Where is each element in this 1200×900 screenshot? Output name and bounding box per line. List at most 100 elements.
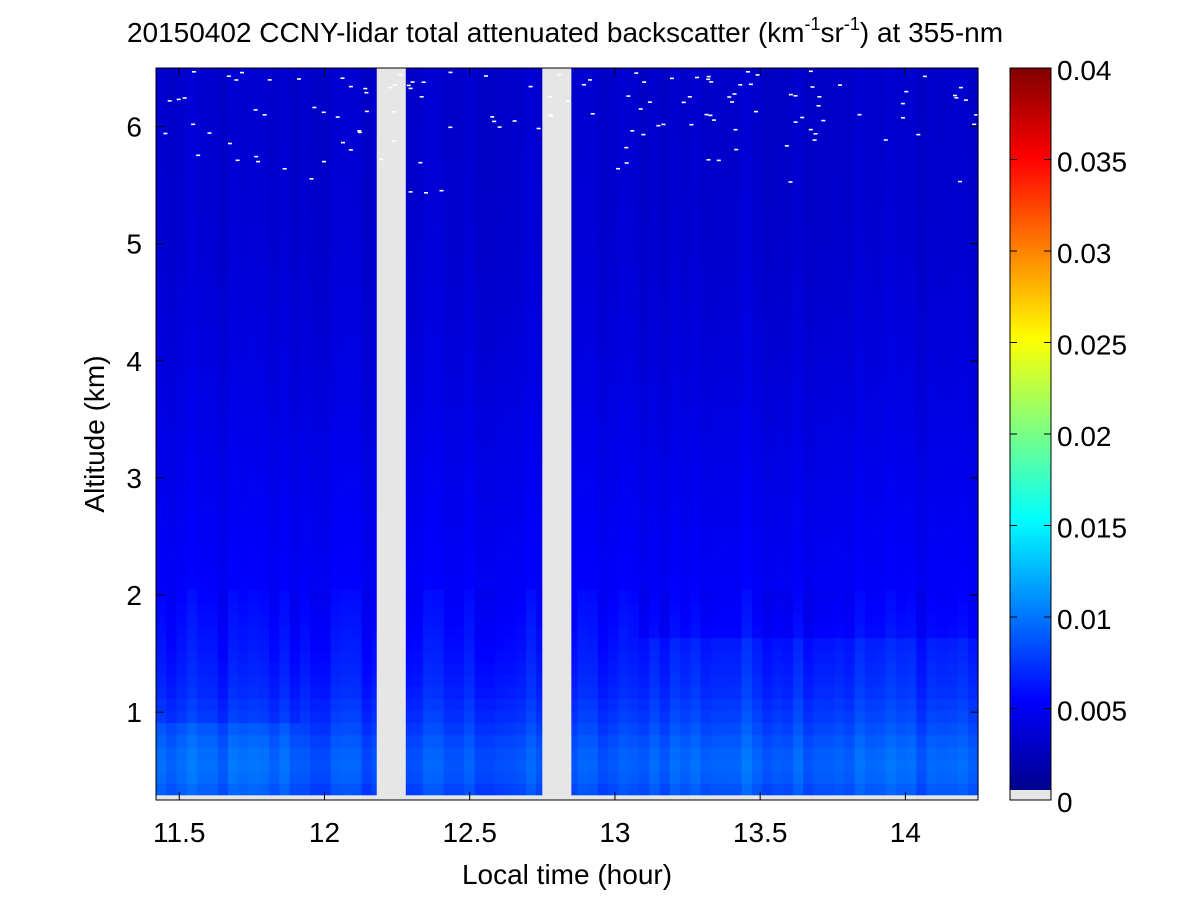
heatmap-cell xyxy=(351,104,363,118)
heatmap-cell xyxy=(515,710,527,724)
heatmap-cell xyxy=(453,92,465,105)
heatmap-cell xyxy=(587,140,599,154)
heatmap-cell xyxy=(628,310,640,324)
heatmap-cell xyxy=(885,783,897,796)
heatmap-cell xyxy=(772,492,784,505)
heatmap-cell xyxy=(741,177,753,190)
heatmap-cell xyxy=(443,771,455,784)
heatmap-cell xyxy=(926,213,938,227)
heatmap-cell xyxy=(628,201,640,215)
heatmap-cell xyxy=(628,734,640,748)
heatmap-cell xyxy=(762,286,774,299)
heatmap-cell xyxy=(464,395,476,409)
heatmap-cell xyxy=(207,771,219,784)
heatmap-cell xyxy=(823,710,835,724)
heatmap-cell xyxy=(156,746,167,760)
heatmap-cell xyxy=(577,455,589,469)
heatmap-cell xyxy=(916,443,928,457)
heatmap-cell xyxy=(443,674,455,687)
heatmap-cell xyxy=(269,431,280,445)
heatmap-cell xyxy=(176,140,188,154)
heatmap-cell xyxy=(967,758,979,772)
heatmap-cell xyxy=(197,225,208,239)
heatmap-cell xyxy=(536,177,548,190)
heatmap-cell xyxy=(854,710,866,724)
heatmap-cell xyxy=(453,261,465,275)
heatmap-cell xyxy=(906,540,917,554)
heatmap-cell xyxy=(176,577,188,590)
heatmap-cell xyxy=(700,334,712,348)
heatmap-cell xyxy=(803,274,815,287)
heatmap-cell xyxy=(361,589,373,602)
heatmap-cell xyxy=(351,540,363,554)
heatmap-cell xyxy=(227,734,239,748)
heatmap-cell xyxy=(967,443,979,457)
heatmap-cell xyxy=(803,407,815,421)
heatmap-cell xyxy=(361,661,373,675)
heatmap-cell xyxy=(854,249,866,263)
noise-speckle xyxy=(240,71,244,74)
heatmap-cell xyxy=(751,552,763,566)
heatmap-cell xyxy=(957,104,969,118)
heatmap-cell xyxy=(782,68,794,81)
heatmap-cell xyxy=(474,431,486,445)
heatmap-cell xyxy=(813,516,825,530)
noise-speckle xyxy=(364,110,369,113)
heatmap-cell xyxy=(423,771,435,784)
heatmap-cell xyxy=(505,565,517,578)
heatmap-cell xyxy=(638,625,650,639)
noise-speckle xyxy=(732,93,737,95)
heatmap-cell xyxy=(834,601,846,615)
heatmap-cell xyxy=(299,601,311,615)
heatmap-cell xyxy=(433,140,445,154)
heatmap-cell xyxy=(957,734,969,748)
heatmap-cell xyxy=(525,104,537,118)
heatmap-cell xyxy=(464,613,476,627)
heatmap-cell xyxy=(207,552,219,566)
heatmap-cell xyxy=(741,201,753,215)
heatmap-cell xyxy=(659,589,671,602)
heatmap-cell xyxy=(443,128,455,142)
heatmap-cell xyxy=(495,164,506,178)
heatmap-cell xyxy=(423,322,435,336)
heatmap-cell xyxy=(638,480,650,493)
heatmap-cell xyxy=(402,661,414,675)
heatmap-cell xyxy=(310,237,322,251)
heatmap-cell xyxy=(957,492,969,505)
y-tick-label: 1 xyxy=(126,697,142,728)
heatmap-cell xyxy=(176,710,188,724)
heatmap-cell xyxy=(258,407,270,421)
heatmap-cell xyxy=(351,346,363,360)
heatmap-cell xyxy=(258,613,270,627)
heatmap-cell xyxy=(659,783,671,796)
heatmap-cell xyxy=(423,419,435,433)
heatmap-cell xyxy=(680,152,691,166)
heatmap-cell xyxy=(721,140,733,154)
heatmap-cell xyxy=(608,443,619,457)
heatmap-cell xyxy=(464,128,476,142)
heatmap-cell xyxy=(926,116,938,130)
heatmap-cell xyxy=(289,104,301,118)
heatmap-cell xyxy=(402,674,414,687)
heatmap-cell xyxy=(751,746,763,760)
heatmap-cell xyxy=(741,407,753,421)
heatmap-cell xyxy=(823,358,835,372)
heatmap-cell xyxy=(844,734,856,748)
heatmap-cell xyxy=(813,601,825,615)
heatmap-cell xyxy=(659,213,671,227)
heatmap-cell xyxy=(258,261,270,275)
heatmap-cell xyxy=(515,80,527,93)
heatmap-cell xyxy=(813,443,825,457)
heatmap-cell xyxy=(762,310,774,324)
heatmap-cell xyxy=(433,431,445,445)
heatmap-cell xyxy=(310,92,322,105)
heatmap-cell xyxy=(217,455,229,469)
heatmap-cell xyxy=(659,480,671,493)
heatmap-cell xyxy=(793,358,804,372)
heatmap-cell xyxy=(741,371,753,384)
heatmap-cell xyxy=(772,104,784,118)
heatmap-cell xyxy=(238,274,250,287)
heatmap-cell xyxy=(844,383,856,396)
heatmap-cell xyxy=(423,601,435,615)
heatmap-cell xyxy=(793,152,804,166)
